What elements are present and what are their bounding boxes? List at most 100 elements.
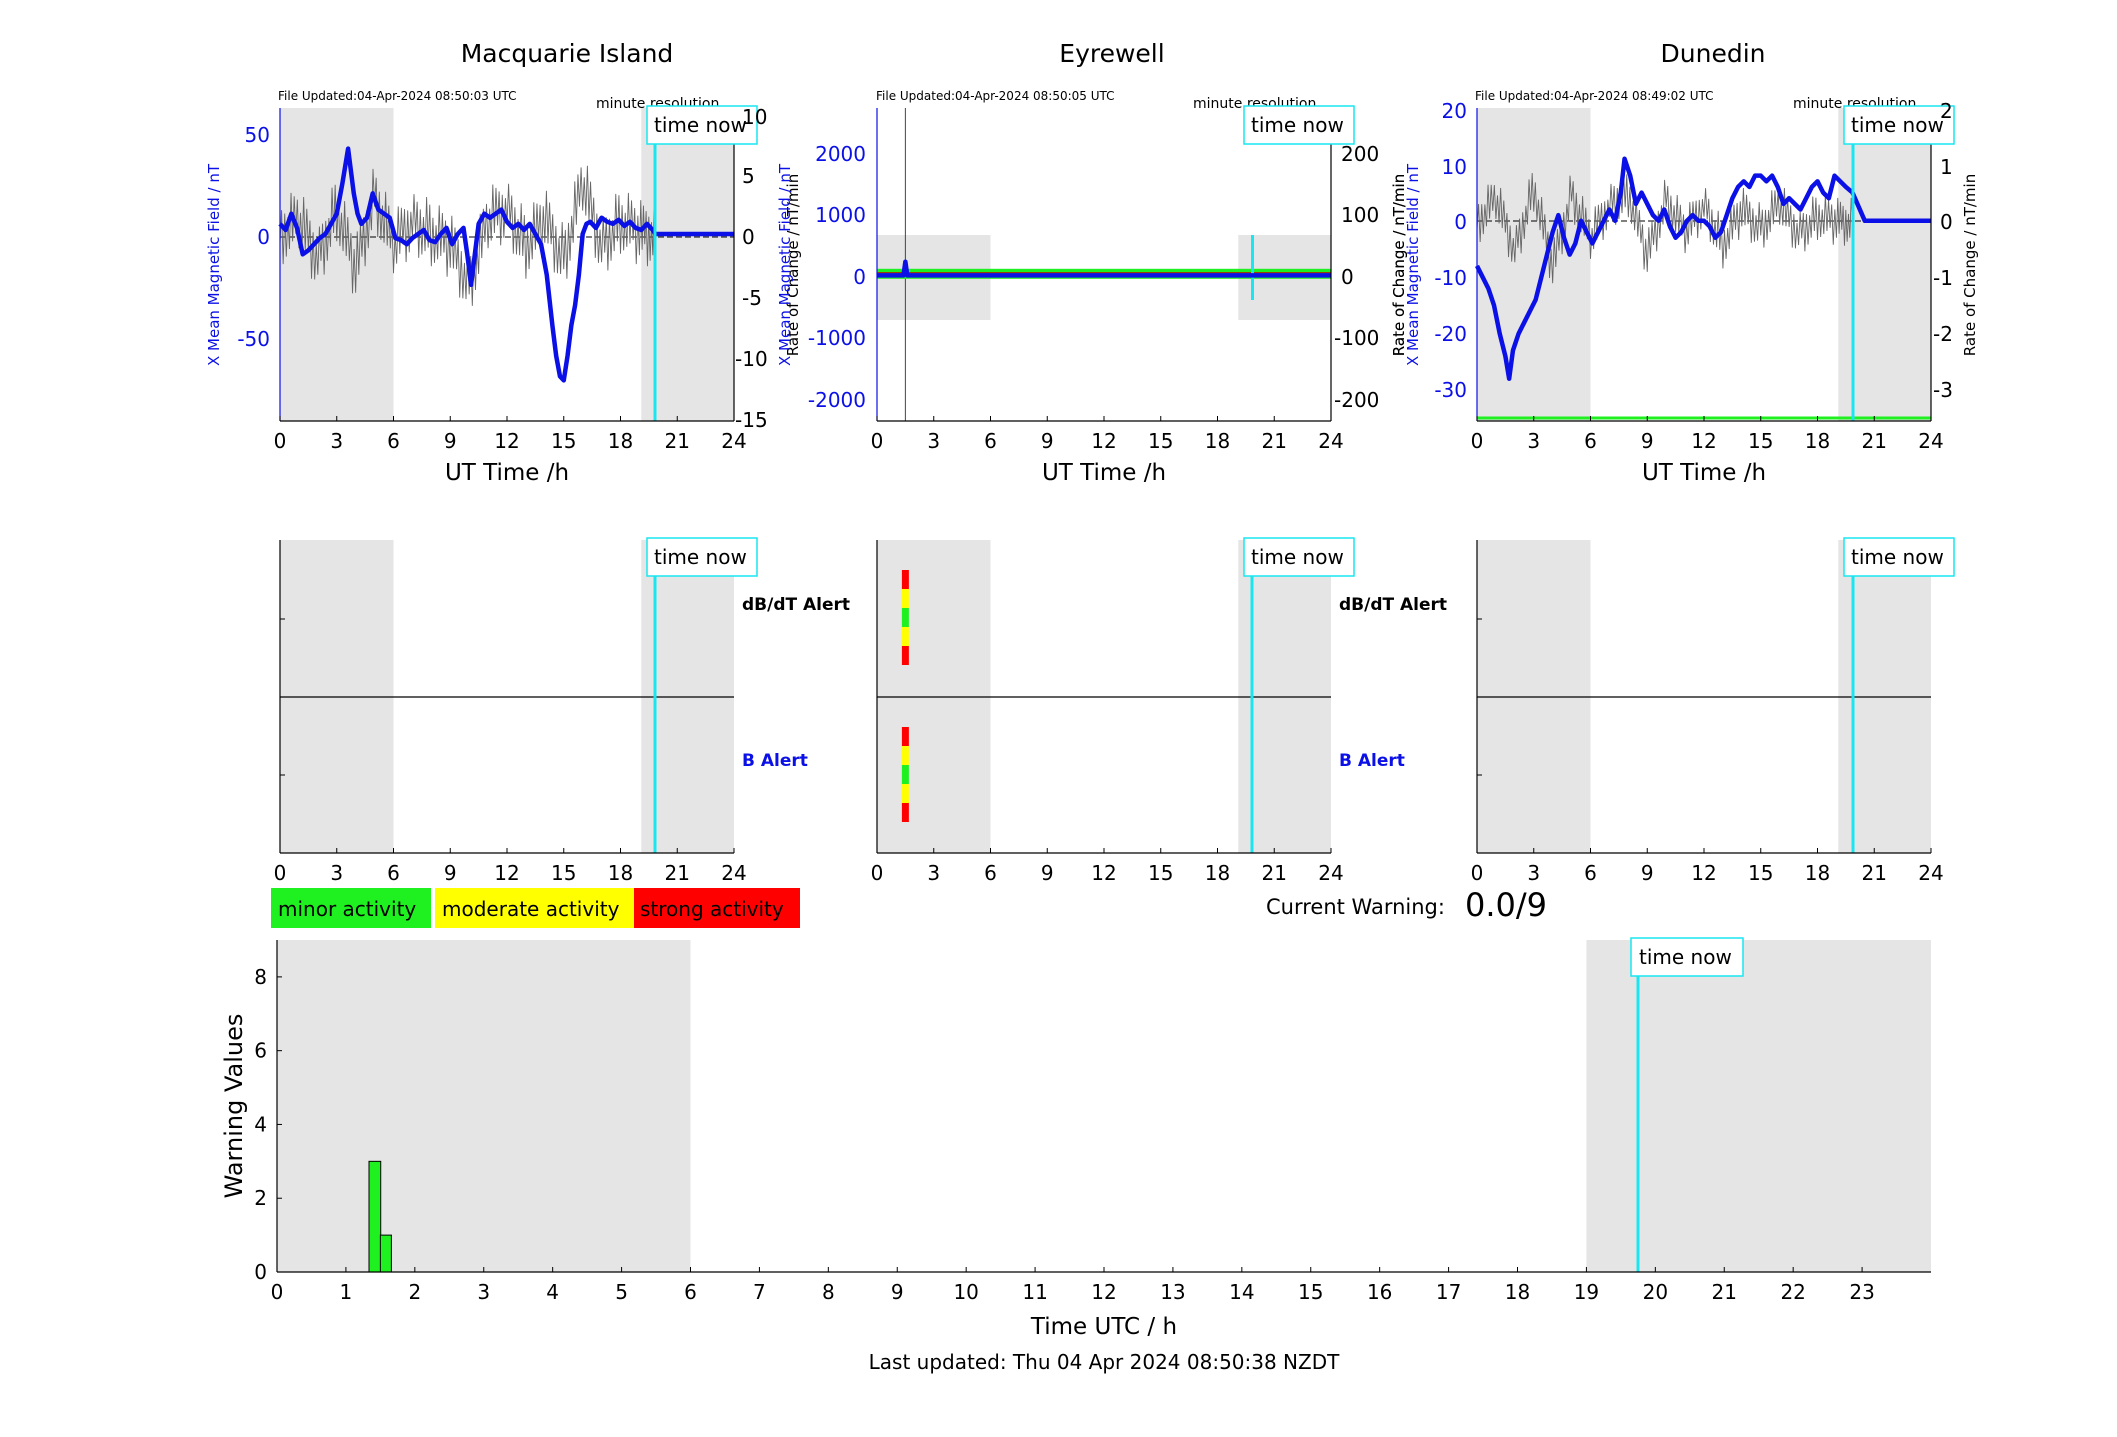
right-tick: 100 bbox=[1341, 203, 1379, 227]
right-tick: 2 bbox=[1940, 99, 1953, 123]
x-tick-label: 10 bbox=[953, 1280, 978, 1304]
alert-segment-strong bbox=[901, 570, 909, 589]
y-tick-layer: 0 2 4 6 8 bbox=[254, 965, 282, 1284]
x-tick-label: 9 bbox=[444, 861, 457, 885]
legend-moderate-label: moderate activity bbox=[442, 897, 620, 921]
time-now-label: time now bbox=[1851, 545, 1944, 569]
x-tick-label: 2 bbox=[408, 1280, 421, 1304]
left-tick: -1000 bbox=[808, 326, 866, 350]
x-tick-label: 24 bbox=[1318, 429, 1343, 453]
right-tick: 0 bbox=[1341, 265, 1354, 289]
x-tick-label: 1 bbox=[340, 1280, 353, 1304]
x-tick-label: 18 bbox=[1805, 429, 1830, 453]
x-tick-label: 15 bbox=[1748, 429, 1773, 453]
x-tick-label: 15 bbox=[551, 861, 576, 885]
left-tick: 0 bbox=[853, 265, 866, 289]
x-tick-label: 9 bbox=[1641, 429, 1654, 453]
last-updated-footer: Last updated: Thu 04 Apr 2024 08:50:38 N… bbox=[869, 1350, 1340, 1374]
time-now-label: time now bbox=[1639, 945, 1732, 969]
x-tick-label: 3 bbox=[927, 861, 940, 885]
shade-layer bbox=[277, 940, 1931, 1272]
y-axis-label: Warning Values bbox=[220, 1014, 248, 1199]
left-tick: 0 bbox=[1454, 210, 1467, 234]
file-updated-text: File Updated:04-Apr-2024 08:50:03 UTC bbox=[278, 89, 517, 103]
right-tick: -2 bbox=[1933, 322, 1953, 346]
x-tick-label: 0 bbox=[274, 429, 287, 453]
x-tick-label: 9 bbox=[1041, 861, 1054, 885]
x-tick-label: 24 bbox=[721, 861, 746, 885]
field-series-layer bbox=[1474, 156, 1931, 381]
legend-strong-swatch bbox=[634, 888, 800, 928]
roc-series-line bbox=[279, 165, 656, 306]
x-axis-label: UT Time /h bbox=[1042, 460, 1166, 486]
time-now-box bbox=[1843, 537, 1955, 577]
left-tick: -30 bbox=[1434, 378, 1467, 402]
x-tick-label: 9 bbox=[1041, 429, 1054, 453]
x-tick-label: 12 bbox=[494, 861, 519, 885]
x-tick-label: 3 bbox=[1527, 429, 1540, 453]
x-tick-label: 23 bbox=[1849, 1280, 1874, 1304]
x-tick-label: 24 bbox=[1918, 429, 1943, 453]
left-tick: -2000 bbox=[808, 388, 866, 412]
x-tick-label: 15 bbox=[551, 429, 576, 453]
current-warning-value: 0.0/9 bbox=[1465, 886, 1547, 924]
field-panel-macquarie: File Updated:04-Apr-2024 08:50:03 UTC mi… bbox=[205, 89, 802, 486]
right-tick: -10 bbox=[735, 347, 768, 371]
x-tick-label: 12 bbox=[1691, 861, 1716, 885]
x-tick-label: 9 bbox=[1641, 861, 1654, 885]
field-series-line bbox=[877, 259, 1331, 278]
x-tick-layer: 0 3 6 9 12 15 18 21 24 bbox=[274, 416, 747, 453]
x-tick-label: 7 bbox=[753, 1280, 766, 1304]
x-tick-label: 18 bbox=[1505, 1280, 1530, 1304]
x-tick-label: 13 bbox=[1160, 1280, 1185, 1304]
current-warning-label: Current Warning: bbox=[1266, 895, 1445, 919]
right-y-label: Rate of Change / nT/min bbox=[1961, 174, 1979, 356]
right-tick: -1 bbox=[1933, 266, 1953, 290]
x-tick-label: 9 bbox=[444, 429, 457, 453]
right-y-label: Rate of Change / nT/min bbox=[1390, 174, 1408, 356]
x-tick-label: 12 bbox=[1091, 861, 1116, 885]
x-tick-label: 14 bbox=[1229, 1280, 1254, 1304]
roc-series-line bbox=[1476, 172, 1853, 284]
x-tick-label: 6 bbox=[1584, 861, 1597, 885]
x-tick-label: 21 bbox=[665, 429, 690, 453]
x-tick-label: 21 bbox=[665, 861, 690, 885]
x-tick-label: 3 bbox=[477, 1280, 490, 1304]
y-tick-label: 6 bbox=[254, 1039, 267, 1063]
y-tick-label: 2 bbox=[254, 1186, 267, 1210]
field-panel-eyrewell: File Updated:04-Apr-2024 08:50:05 UTC mi… bbox=[776, 89, 1408, 486]
x-tick-label: 0 bbox=[871, 429, 884, 453]
x-tick-label: 18 bbox=[1205, 861, 1230, 885]
x-tick-label: 24 bbox=[1318, 861, 1343, 885]
x-tick-label: 12 bbox=[494, 429, 519, 453]
shade-layer bbox=[280, 108, 734, 421]
activity-legend: minor activity moderate activity strong … bbox=[271, 888, 800, 928]
left-tick: 50 bbox=[245, 123, 270, 147]
left-tick: -50 bbox=[237, 327, 270, 351]
x-tick-label: 3 bbox=[1527, 861, 1540, 885]
legend-minor-swatch bbox=[271, 888, 431, 928]
right-tick: -15 bbox=[735, 408, 768, 432]
x-tick-layer: 0 3 6 9 12 15 18 21 24 bbox=[1471, 416, 1944, 453]
x-tick-label: 21 bbox=[1862, 429, 1887, 453]
b-alert-label: B Alert bbox=[1339, 751, 1405, 771]
time-now-label: time now bbox=[654, 113, 747, 137]
station-title-dunedin: Dunedin bbox=[1661, 39, 1766, 68]
time-now-label: time now bbox=[1251, 113, 1344, 137]
x-tick-label: 18 bbox=[608, 861, 633, 885]
warning-bar bbox=[368, 1160, 382, 1273]
alert-panel-dunedin: time now 0 3 6 9 12 15 18 21 24 bbox=[1471, 537, 1955, 885]
right-tick: 0 bbox=[1940, 210, 1953, 234]
left-tick: 20 bbox=[1442, 99, 1467, 123]
right-y-label: Rate of Change / nT/min bbox=[784, 174, 802, 356]
x-tick-label: 4 bbox=[546, 1280, 559, 1304]
x-tick-label: 18 bbox=[608, 429, 633, 453]
left-y-label: X Mean Magnetic Field / nT bbox=[776, 163, 794, 366]
time-now-label: time now bbox=[1851, 113, 1944, 137]
x-tick-label: 3 bbox=[927, 429, 940, 453]
x-tick-label: 24 bbox=[1918, 861, 1943, 885]
warning-bar bbox=[379, 1234, 392, 1273]
x-tick-label: 6 bbox=[684, 1280, 697, 1304]
